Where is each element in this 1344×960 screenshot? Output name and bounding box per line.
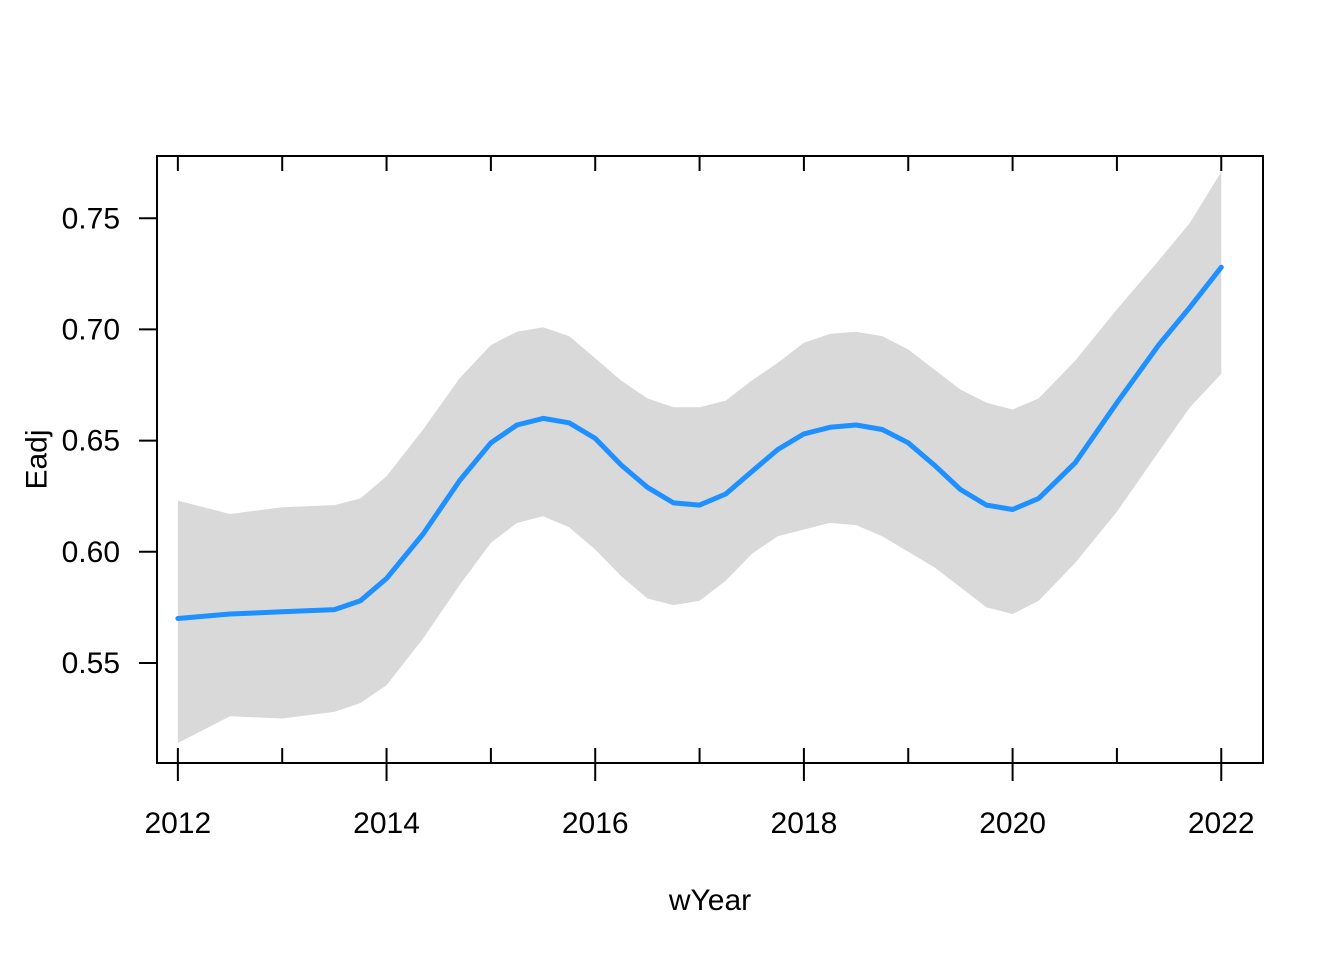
confidence-band-layer <box>177 171 1222 744</box>
y-tick-label: 0.55 <box>62 647 120 680</box>
y-tick-label: 0.65 <box>62 425 120 458</box>
x-tick-label: 2012 <box>144 807 211 840</box>
x-tick-label: 2014 <box>353 807 420 840</box>
fitted-line-layer <box>175 264 1224 621</box>
x-axis-title: wYear <box>668 884 751 917</box>
y-tick-label: 0.75 <box>62 202 120 235</box>
y-axis-title: Eadj <box>21 429 54 489</box>
y-axis: 0.55 0.60 0.65 0.70 0.75 <box>62 202 157 680</box>
x-tick-label: 2016 <box>562 807 629 840</box>
fitted-line <box>175 264 1224 621</box>
x-tick-label: 2022 <box>1188 807 1255 840</box>
x-tick-label: 2018 <box>771 807 838 840</box>
plot-frame <box>156 155 1264 764</box>
y-tick-label: 0.60 <box>62 536 120 569</box>
confidence-band <box>177 171 1222 744</box>
x-tick-label: 2020 <box>979 807 1046 840</box>
y-tick-label: 0.70 <box>62 313 120 346</box>
x-axis: 2012 2014 2016 2018 2020 2022 <box>144 156 1255 840</box>
